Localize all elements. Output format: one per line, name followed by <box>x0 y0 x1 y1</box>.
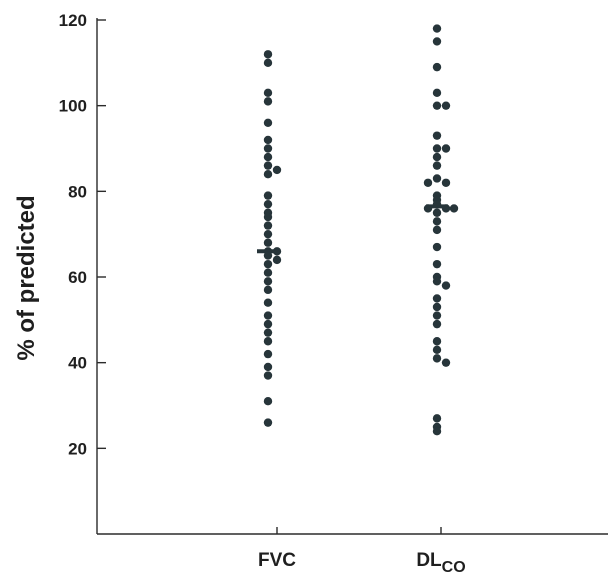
data-point-dlco-27 <box>441 281 451 290</box>
data-point-dlco-36 <box>432 414 442 423</box>
data-point-dlco-34 <box>432 354 442 363</box>
data-point-fvc-10 <box>263 170 273 179</box>
data-point-fvc-35 <box>263 418 273 427</box>
data-points <box>263 24 459 436</box>
data-point-fvc-34 <box>263 397 273 406</box>
data-point-dlco-22 <box>432 225 442 235</box>
data-point-fvc-21 <box>272 255 282 265</box>
data-point-dlco-7 <box>432 144 442 153</box>
data-point-fvc-33 <box>263 371 273 380</box>
data-point-dlco-19 <box>449 204 459 213</box>
data-point-fvc-29 <box>263 328 273 337</box>
data-point-fvc-3 <box>263 97 273 106</box>
data-point-dlco-4 <box>432 101 442 110</box>
data-point-fvc-2 <box>263 88 273 98</box>
data-point-fvc-15 <box>263 221 273 230</box>
data-point-dlco-32 <box>432 337 442 346</box>
data-point-dlco-3 <box>432 88 442 98</box>
data-point-fvc-7 <box>263 152 273 162</box>
data-point-dlco-24 <box>432 259 442 269</box>
data-point-fvc-28 <box>263 319 273 329</box>
data-point-dlco-13 <box>423 178 433 187</box>
y-tick-label-120: 120 <box>59 11 87 30</box>
data-point-dlco-28 <box>432 294 442 303</box>
data-point-dlco-35 <box>441 358 451 367</box>
data-point-fvc-31 <box>263 349 273 359</box>
data-point-dlco-21 <box>432 217 442 226</box>
y-tick-label-80: 80 <box>68 182 87 201</box>
data-point-fvc-1 <box>263 58 273 68</box>
data-point-fvc-17 <box>263 238 273 247</box>
data-point-dlco-17 <box>441 204 451 213</box>
data-point-fvc-30 <box>263 337 273 346</box>
data-point-dlco-12 <box>441 178 451 187</box>
data-point-dlco-6 <box>432 131 442 140</box>
data-point-dlco-5 <box>441 101 451 110</box>
data-point-dlco-18 <box>423 204 433 213</box>
data-point-fvc-19 <box>272 247 282 256</box>
data-point-fvc-12 <box>263 199 273 209</box>
data-point-dlco-8 <box>441 144 451 153</box>
data-point-dlco-16 <box>432 199 442 209</box>
data-point-dlco-11 <box>432 174 442 183</box>
data-point-fvc-8 <box>263 161 273 170</box>
data-point-fvc-16 <box>263 229 273 239</box>
data-point-dlco-9 <box>432 152 442 162</box>
x-tick-label-fvc: FVC <box>258 550 296 571</box>
data-point-dlco-31 <box>432 319 442 329</box>
data-point-fvc-23 <box>263 268 273 277</box>
data-point-dlco-0 <box>432 24 442 33</box>
y-ticks: 20 40 60 80 100 120 <box>59 11 106 458</box>
y-tick-label-100: 100 <box>59 97 87 116</box>
x-ticks: FVC DLCO <box>258 527 466 576</box>
data-point-dlco-29 <box>432 302 442 312</box>
data-point-dlco-20 <box>432 208 442 217</box>
data-point-fvc-32 <box>263 362 273 372</box>
data-point-fvc-0 <box>263 50 273 59</box>
data-point-fvc-5 <box>263 135 273 145</box>
data-point-fvc-11 <box>263 191 273 200</box>
y-tick-label-20: 20 <box>68 439 87 458</box>
data-point-dlco-2 <box>432 62 442 72</box>
data-point-fvc-25 <box>263 285 273 295</box>
data-point-fvc-4 <box>263 118 273 128</box>
data-point-fvc-24 <box>263 277 273 286</box>
data-point-fvc-20 <box>263 251 273 260</box>
axes <box>96 18 608 535</box>
y-tick-label-40: 40 <box>68 354 87 373</box>
data-point-dlco-33 <box>432 345 442 355</box>
data-point-fvc-27 <box>263 311 273 320</box>
data-point-dlco-30 <box>432 311 442 320</box>
mean-markers <box>257 204 448 254</box>
x-tick-label-dlco: DLCO <box>416 550 465 576</box>
data-point-dlco-10 <box>432 161 442 170</box>
data-point-dlco-26 <box>432 277 442 286</box>
y-tick-label-60: 60 <box>68 268 87 287</box>
data-point-fvc-22 <box>263 259 273 269</box>
data-point-dlco-1 <box>432 37 442 46</box>
data-point-fvc-9 <box>272 165 282 175</box>
data-point-fvc-14 <box>263 212 273 222</box>
data-point-dlco-23 <box>432 242 442 252</box>
data-point-dlco-38 <box>432 427 442 436</box>
data-point-fvc-6 <box>263 144 273 153</box>
data-point-fvc-26 <box>263 298 273 307</box>
y-axis-title: % of predicted <box>13 195 40 360</box>
